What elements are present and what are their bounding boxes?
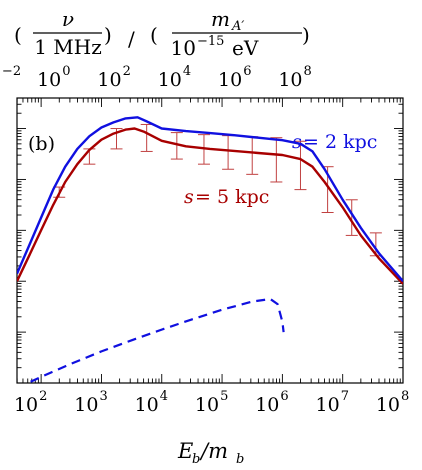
x-axis-title-main: E bbox=[177, 439, 193, 463]
top-title-den-unit: eV bbox=[232, 36, 259, 60]
x-tick-label-exp: 6 bbox=[280, 389, 288, 404]
top-tick-label: 10−2 bbox=[0, 64, 21, 91]
error-bar bbox=[222, 135, 235, 170]
x-tick-label: 10 7 bbox=[316, 389, 349, 416]
top-title-nu: ν bbox=[62, 7, 74, 31]
x-tick-label-base: 10 bbox=[376, 394, 400, 416]
series-line-s2 bbox=[17, 116, 403, 282]
error-bar bbox=[140, 123, 153, 152]
top-tick-label-base: 10 bbox=[37, 69, 61, 91]
x-tick-label-base: 10 bbox=[135, 394, 159, 416]
axis-ticks bbox=[16, 98, 404, 383]
top-title-paren-open-2: ( bbox=[150, 23, 158, 47]
top-tick-label-exp: 4 bbox=[183, 64, 191, 79]
top-title-den-base: 10 bbox=[171, 36, 196, 60]
error-bar bbox=[270, 137, 283, 183]
x-tick-label: 10 3 bbox=[74, 389, 107, 416]
x-tick-label: 10 8 bbox=[376, 389, 409, 416]
x-axis-title: E b /m b bbox=[177, 439, 244, 467]
x-axis-tick-labels: 10 2 10 3 10 4 10 5 10 6 10 7 10 8 bbox=[14, 389, 409, 416]
top-tick-label-base: 10 bbox=[0, 69, 1, 91]
x-axis-title-sub2: b bbox=[236, 452, 244, 467]
x-axis-title-slash: /m bbox=[199, 439, 228, 463]
x-tick-label-base: 10 bbox=[14, 394, 38, 416]
series-line-dashed bbox=[25, 297, 285, 383]
x-tick-label-base: 10 bbox=[255, 394, 279, 416]
x-tick-label: 10 6 bbox=[255, 389, 288, 416]
x-tick-label: 10 4 bbox=[135, 389, 168, 416]
plot-frame bbox=[16, 97, 404, 384]
top-tick-label-base: 10 bbox=[158, 69, 182, 91]
top-title-den-exp: −15 bbox=[197, 34, 224, 49]
error-bar bbox=[345, 199, 358, 236]
x-tick-label-exp: 2 bbox=[39, 389, 47, 404]
top-tick-label-exp: 6 bbox=[243, 64, 251, 79]
series-label-s2-value: = 2 kpc bbox=[303, 131, 377, 153]
top-tick-label-base: 10 bbox=[97, 69, 121, 91]
x-tick-label: 10 2 bbox=[14, 389, 47, 416]
series-label-s2: s = 2 kpc bbox=[292, 131, 377, 153]
plot-clip-group bbox=[17, 116, 403, 383]
top-tick-label: 10 2 bbox=[97, 64, 130, 91]
x-tick-label: 10 5 bbox=[195, 389, 228, 416]
top-title-slash: / bbox=[128, 27, 135, 51]
x-tick-label-base: 10 bbox=[195, 394, 219, 416]
top-tick-label: 10 8 bbox=[278, 64, 311, 91]
x-tick-label-exp: 5 bbox=[220, 389, 228, 404]
top-tick-label: 10 4 bbox=[158, 64, 191, 91]
x-tick-label-base: 10 bbox=[74, 394, 98, 416]
error-bar bbox=[294, 140, 307, 191]
top-tick-label-exp: −2 bbox=[2, 64, 21, 79]
x-tick-label-exp: 4 bbox=[160, 389, 168, 404]
top-tick-label-base: 10 bbox=[278, 69, 302, 91]
top-title-m: m bbox=[211, 7, 230, 31]
series-label-s5-var: s bbox=[184, 186, 194, 208]
top-axis-title: ( ν 1 MHz ) / ( m A′ 10 −15 eV ) bbox=[14, 7, 310, 60]
top-tick-label-exp: 0 bbox=[62, 64, 70, 79]
panel-label: (b) bbox=[28, 133, 55, 155]
x-tick-label-exp: 8 bbox=[401, 389, 409, 404]
top-title-paren-close-2: ) bbox=[302, 23, 310, 47]
series-line-s5 bbox=[17, 127, 403, 285]
top-tick-label: 10 0 bbox=[37, 64, 70, 91]
top-tick-label: 10 6 bbox=[218, 64, 251, 91]
top-tick-label-exp: 8 bbox=[304, 64, 312, 79]
series-label-s5: s = 5 kpc bbox=[184, 186, 269, 208]
series-label-s2-var: s bbox=[292, 131, 302, 153]
series-label-s5-value: = 5 kpc bbox=[195, 186, 269, 208]
x-tick-label-exp: 7 bbox=[341, 389, 349, 404]
top-title-paren-open-1: ( bbox=[14, 23, 22, 47]
top-tick-label-base: 10 bbox=[218, 69, 242, 91]
top-title-m-sub: A′ bbox=[231, 19, 244, 34]
x-tick-label-exp: 3 bbox=[99, 389, 107, 404]
plot-area bbox=[17, 116, 403, 383]
error-bar bbox=[246, 136, 259, 175]
top-tick-label-exp: 2 bbox=[123, 64, 131, 79]
error-bar bbox=[170, 132, 183, 160]
x-tick-label-base: 10 bbox=[316, 394, 340, 416]
top-title-paren-close-1: ) bbox=[104, 23, 112, 47]
x-axis-title-sub1: b bbox=[192, 452, 200, 467]
top-title-mhz: 1 MHz bbox=[34, 35, 102, 59]
